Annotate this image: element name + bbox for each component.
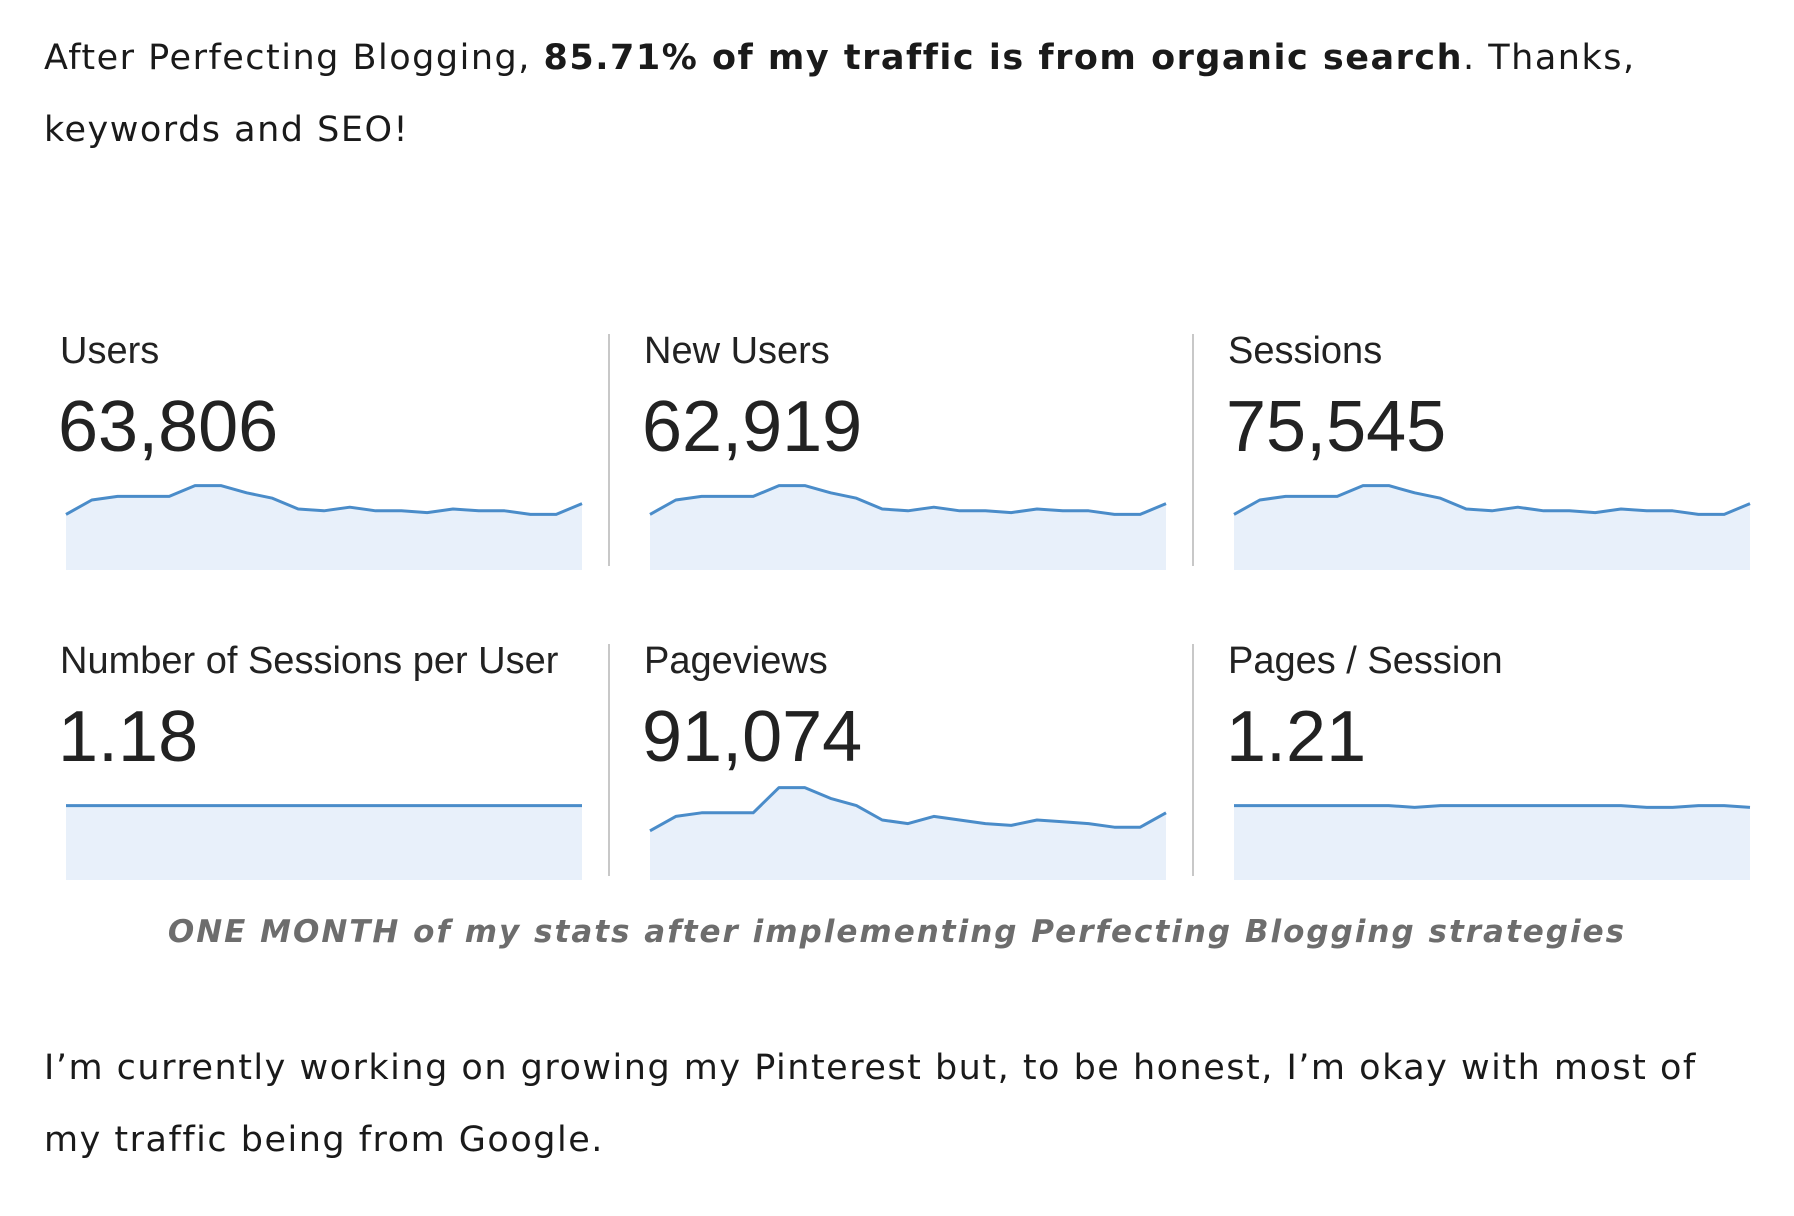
sparkline-chart xyxy=(65,484,583,570)
sparkline-chart xyxy=(649,786,1167,880)
sparkline-line xyxy=(1234,804,1751,809)
intro-text-end: . Thanks, keywords and SEO! xyxy=(44,38,1636,150)
stat-value: 75,545 xyxy=(1226,387,1447,467)
sparkline-area xyxy=(1234,805,1750,880)
stat-value: 62,919 xyxy=(642,387,863,467)
stat-card-pageviews: Pageviews 91,074 xyxy=(628,640,1188,880)
stat-card-sessions-per-user: Number of Sessions per User 1.18 xyxy=(44,640,604,880)
stat-value: 1.18 xyxy=(58,697,199,777)
stat-card-users: Users 63,806 xyxy=(44,330,604,570)
sparkline-chart xyxy=(1233,484,1751,570)
column-divider xyxy=(608,644,610,876)
stat-value: 63,806 xyxy=(58,387,279,467)
column-divider xyxy=(608,334,610,566)
stat-label: New Users xyxy=(644,330,830,372)
sparkline-chart xyxy=(66,804,582,880)
stat-value: 91,074 xyxy=(642,697,863,777)
stat-value: 1.21 xyxy=(1226,697,1367,777)
sparkline-area xyxy=(650,787,1166,880)
analytics-stats-panel: Users 63,806 New Users 62,919 Sessions 7… xyxy=(44,330,1764,890)
sparkline-line xyxy=(649,786,1167,833)
stat-label: Pageviews xyxy=(644,640,828,682)
sparkline-line xyxy=(65,484,583,516)
intro-text-start: After Perfecting Blogging, xyxy=(44,38,544,78)
sparkline-area xyxy=(1234,485,1750,570)
column-divider xyxy=(1192,644,1194,876)
stat-label: Sessions xyxy=(1228,330,1383,372)
stat-card-new-users: New Users 62,919 xyxy=(628,330,1188,570)
sparkline-area xyxy=(66,485,582,570)
sparkline-area xyxy=(650,485,1166,570)
sparkline-chart xyxy=(649,484,1167,570)
sparkline-line xyxy=(649,484,1167,516)
sparkline-chart xyxy=(1234,804,1751,880)
intro-highlight: 85.71% of my traffic is from organic sea… xyxy=(543,38,1464,78)
stat-card-pages-per-session: Pages / Session 1.21 xyxy=(1212,640,1772,880)
stat-label: Users xyxy=(60,330,160,372)
sparkline-area xyxy=(66,805,582,880)
intro-paragraph: After Perfecting Blogging, 85.71% of my … xyxy=(44,22,1744,166)
outro-paragraph: I’m currently working on growing my Pint… xyxy=(44,1048,1697,1160)
sparkline-line xyxy=(1233,484,1751,516)
column-divider xyxy=(1192,334,1194,566)
stat-label: Number of Sessions per User xyxy=(60,640,559,682)
stat-card-sessions: Sessions 75,545 xyxy=(1212,330,1772,570)
stat-label: Pages / Session xyxy=(1228,640,1503,682)
figure-caption: ONE MONTH of my stats after implementing… xyxy=(167,914,1627,950)
